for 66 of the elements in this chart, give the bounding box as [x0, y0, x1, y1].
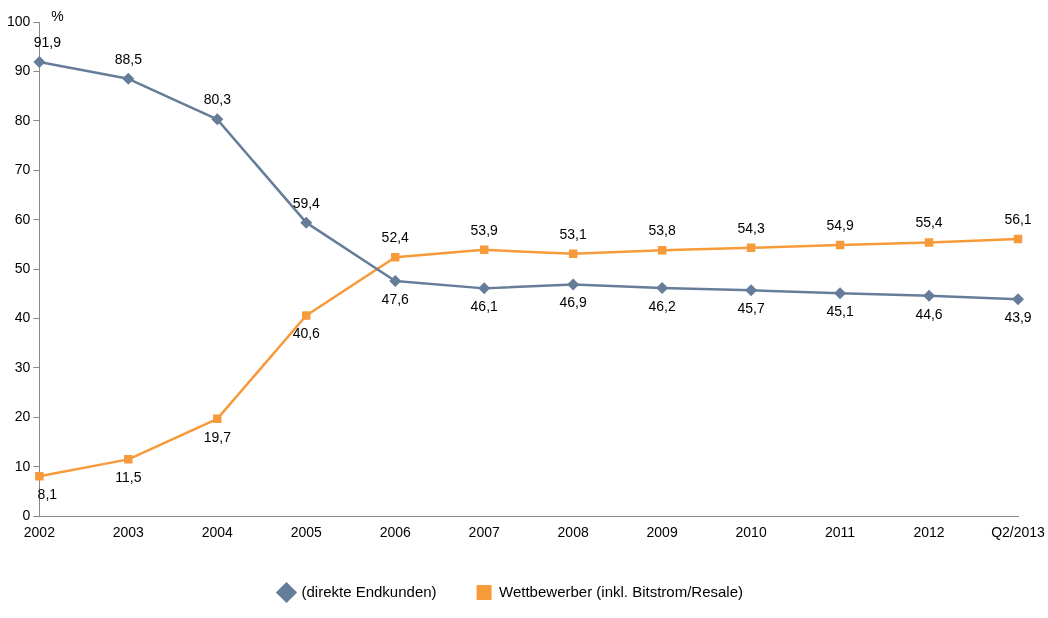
point	[300, 216, 313, 229]
x-tick-label: 2004	[201, 524, 234, 541]
point	[122, 72, 135, 85]
point	[35, 471, 44, 481]
data-label: 80,3	[203, 91, 232, 108]
point	[834, 287, 847, 300]
x-tick-label: Q2/2013	[991, 524, 1046, 541]
x-tick-label: 2006	[379, 524, 412, 541]
x-tick-label: 2009	[646, 524, 678, 541]
x-tick-label: 2012	[913, 524, 945, 541]
x-tick-label: 2007	[468, 524, 500, 541]
y-tick-label: 100	[7, 12, 31, 29]
point	[302, 311, 311, 320]
point	[389, 274, 402, 287]
data-label: 8,1	[37, 486, 58, 503]
legend-label: (direkte Endkunden)	[301, 582, 437, 600]
data-label: 88,5	[114, 50, 143, 67]
point	[1012, 293, 1024, 306]
y-tick-label: 60	[14, 210, 31, 227]
data-label: 45,7	[737, 300, 765, 317]
x-tick-label: 2003	[112, 524, 145, 541]
x-tick-label: 2011	[825, 524, 856, 541]
y-tick-label: 30	[14, 358, 31, 375]
point	[567, 278, 580, 291]
y-tick-label: 40	[14, 309, 31, 326]
data-label: 40,6	[292, 325, 321, 342]
data-label: 19,7	[203, 428, 232, 445]
point	[657, 246, 667, 255]
y-tick-label: 90	[14, 62, 31, 79]
data-label: 54,3	[737, 219, 765, 236]
data-label: 44,6	[915, 305, 943, 322]
data-label: 46,9	[559, 294, 587, 311]
x-tick-label: 2008	[557, 524, 589, 541]
y-tick-label: 50	[14, 259, 31, 276]
x-tick-label: 2010	[735, 524, 767, 541]
y-tick-label: 20	[14, 408, 31, 425]
data-label: 53,8	[648, 222, 676, 239]
data-label: 53,9	[470, 221, 499, 238]
legend-label: Wettbewerber (inkl. Bitstrom/Resale)	[499, 582, 744, 600]
data-label: 54,9	[826, 216, 854, 233]
data-label: 47,6	[381, 290, 410, 307]
point	[33, 56, 46, 69]
y-tick-label: 0	[22, 507, 31, 524]
y-tick-label: 70	[14, 161, 31, 178]
data-label: 52,4	[381, 229, 410, 246]
data-label: 46,2	[648, 297, 676, 314]
point	[211, 113, 224, 126]
y-tick-label: 80	[14, 111, 31, 128]
data-label: 45,1	[826, 303, 854, 320]
point	[745, 284, 758, 297]
point	[478, 282, 491, 295]
data-label: 11,5	[115, 469, 142, 486]
y-axis-title: %	[51, 7, 64, 24]
data-label: 46,1	[470, 298, 499, 315]
data-label: 56,1	[1004, 210, 1032, 227]
point	[213, 414, 222, 424]
x-tick-label: 2005	[290, 524, 323, 541]
data-label: 91,9	[33, 33, 62, 50]
data-label: 55,4	[915, 214, 943, 231]
point	[924, 238, 934, 247]
y-tick-label: 10	[14, 457, 31, 474]
x-tick-label: 2002	[23, 524, 56, 541]
point	[124, 455, 133, 464]
data-label: 53,1	[559, 225, 587, 242]
data-label: 59,4	[292, 194, 321, 211]
data-label: 43,9	[1004, 309, 1032, 326]
